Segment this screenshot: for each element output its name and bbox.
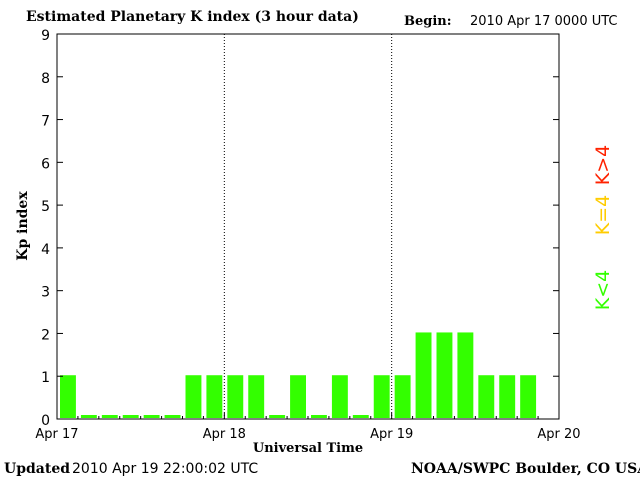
x-tick-label: Apr 17 [35, 427, 78, 442]
kp-bar [290, 375, 306, 418]
kp-bar [248, 375, 265, 418]
kp-bar [311, 415, 327, 418]
kp-bar [415, 332, 432, 418]
y-tick-label: 9 [41, 28, 50, 44]
y-tick-label: 4 [41, 242, 50, 258]
kp-bar [143, 415, 160, 418]
kp-bar [478, 375, 495, 418]
y-tick-label: 3 [41, 285, 50, 301]
plot-frame [56, 33, 560, 420]
legend-label: K>4 [592, 145, 614, 185]
chart-title: Estimated Planetary K index (3 hour data… [26, 9, 359, 25]
updated-value: 2010 Apr 19 22:00:02 UTC [72, 461, 259, 477]
y-tick-label: 0 [41, 413, 50, 429]
kp-bar [164, 415, 181, 418]
credit-text: NOAA/SWPC Boulder, CO USA [411, 461, 640, 477]
y-tick-label: 8 [41, 71, 50, 87]
kp-bar [436, 332, 453, 418]
kp-bar [394, 375, 411, 418]
begin-value: 2010 Apr 17 0000 UTC [470, 14, 618, 29]
y-tick-label: 2 [41, 327, 50, 343]
kp-bar [269, 415, 286, 418]
kp-bar [520, 375, 537, 418]
legend-label: K=4 [592, 195, 614, 235]
kp-bar [352, 415, 369, 418]
kp-bar [206, 375, 223, 418]
updated-label: Updated [4, 461, 71, 477]
kp-bar [373, 375, 390, 418]
kp-bar [122, 415, 139, 418]
x-tick-label: Apr 20 [537, 427, 580, 442]
kp-bar [227, 375, 244, 418]
y-tick-label: 6 [41, 156, 50, 172]
x-tick-label: Apr 19 [370, 427, 413, 442]
kp-bar [331, 375, 348, 418]
y-tick-label: 5 [41, 199, 50, 215]
legend-label: K<4 [592, 270, 614, 310]
y-axis-label: Kp index [15, 191, 31, 261]
y-tick-label: 1 [41, 370, 50, 386]
kp-bar [499, 375, 516, 418]
x-axis-label: Universal Time [253, 441, 363, 456]
x-tick-label: Apr 18 [203, 427, 246, 442]
kp-bar [101, 415, 118, 418]
kp-bar [185, 375, 202, 418]
begin-label: Begin: [404, 14, 452, 29]
y-tick-label: 7 [41, 114, 50, 130]
kp-bar [457, 332, 474, 418]
kp-bar [80, 415, 97, 418]
kp-bar [60, 375, 76, 418]
